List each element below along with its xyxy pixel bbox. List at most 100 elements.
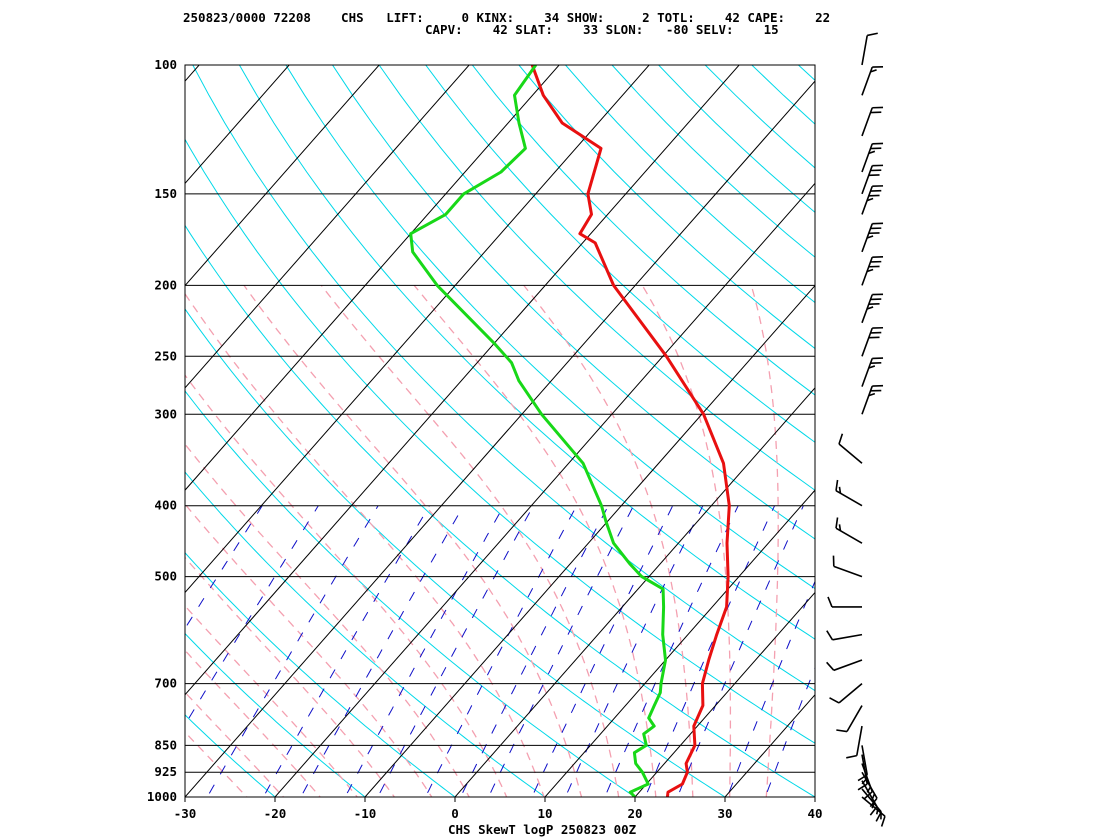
temperature-tick-label: 10 — [537, 806, 552, 821]
temperature-tick-label: -30 — [174, 806, 197, 821]
isotherm — [185, 65, 200, 82]
profiles — [409, 65, 731, 797]
wind-barb-feather — [857, 774, 868, 782]
temperature-tick-label: -20 — [264, 806, 287, 821]
mixing-ratio-line — [300, 505, 464, 797]
wind-barb-feather — [826, 630, 834, 641]
moist-adiabat — [413, 284, 657, 797]
wind-barb-feather — [826, 661, 835, 671]
moist-adiabat — [185, 374, 508, 797]
wind-barb — [861, 357, 884, 387]
wind-barb — [835, 517, 863, 544]
temperature-tick-label: -10 — [354, 806, 377, 821]
wind-barb-feather — [861, 778, 867, 785]
wind-barb-feather — [866, 786, 872, 793]
wind-barb-feather — [868, 365, 876, 369]
wind-barb — [836, 705, 863, 733]
isotherm — [364, 284, 815, 797]
isotherm — [274, 182, 815, 797]
wind-barb-feather — [827, 596, 833, 608]
isotherm — [454, 387, 815, 797]
mixing-ratio-line — [377, 505, 534, 797]
isotherm — [185, 80, 815, 797]
dry-adiabat — [797, 65, 815, 81]
wind-barb-feather — [869, 797, 878, 808]
dry-adiabat — [425, 65, 815, 443]
wind-barb-feather — [871, 793, 876, 801]
wind-barb — [857, 754, 868, 791]
moist-adiabat — [185, 731, 248, 797]
moist-adiabat — [185, 556, 396, 797]
wind-barb — [861, 788, 882, 822]
wind-barb-feather — [838, 524, 842, 531]
wind-barb-feather — [866, 268, 874, 273]
pressure-tick-label: 300 — [154, 406, 177, 421]
temperature-tick-label: 40 — [807, 806, 822, 821]
dry-adiabat — [285, 65, 815, 590]
header-line-1: 250823/0000 72208 CHS LIFT: 0 KINX: 34 S… — [183, 10, 830, 25]
moist-adiabat — [185, 503, 433, 797]
mixing-ratio-line — [185, 505, 263, 630]
temperature-tick-labels: -30 -20 -10 0 10 20 30 40 — [174, 797, 823, 821]
moist-adiabat — [523, 284, 694, 797]
wind-barb-feather — [838, 486, 842, 494]
moist-adiabat — [750, 285, 779, 797]
dry-adiabat — [185, 138, 815, 744]
dry-adiabat — [611, 65, 815, 258]
dry-adiabat — [751, 65, 815, 125]
moist-adiabat — [185, 604, 359, 797]
isotherm — [544, 489, 815, 797]
moist-adiabat — [243, 285, 583, 797]
wind-barb — [861, 384, 884, 415]
temperature-tick-label: 0 — [451, 806, 459, 821]
pressure-tick-label: 850 — [154, 737, 177, 752]
pressure-tick-label: 150 — [154, 186, 177, 201]
pressure-tick-label: 925 — [154, 764, 177, 779]
wind-barb — [861, 256, 884, 286]
wind-barb-feather — [871, 801, 876, 809]
dry-adiabat — [185, 224, 815, 797]
wind-barb — [838, 433, 863, 464]
wind-barb-feather — [863, 791, 873, 800]
dry-adiabat — [518, 65, 815, 350]
wind-barb-staff — [846, 705, 863, 732]
wind-barb-staff — [833, 565, 863, 578]
wind-barb-feather — [829, 697, 840, 704]
dry-adiabat — [331, 65, 815, 540]
wind-barb — [861, 106, 884, 137]
wind-barb-feather — [875, 811, 882, 822]
wind-barb-feather — [868, 150, 876, 155]
dry-adiabat — [185, 632, 366, 797]
moist-adiabats — [185, 284, 779, 797]
wind-barb-feather — [866, 306, 874, 310]
wind-barb — [829, 682, 863, 704]
dry-adiabat — [185, 390, 636, 797]
isotherm — [634, 591, 815, 797]
dewpoint-profile — [409, 65, 667, 797]
temperature-tick-label: 20 — [627, 806, 642, 821]
wind-barb — [857, 745, 868, 782]
wind-barb-feather — [835, 517, 839, 529]
mixing-ratio-line — [644, 505, 776, 797]
moist-adiabat — [185, 691, 285, 797]
isotherm — [185, 65, 560, 491]
isotherm — [185, 65, 470, 389]
temperature-tick-label: 30 — [717, 806, 732, 821]
moist-adiabat — [641, 285, 732, 797]
isotherm — [185, 65, 290, 185]
mixing-ratio-line — [262, 505, 430, 797]
moist-adiabat — [320, 284, 620, 797]
temperature-profile — [530, 65, 731, 797]
mixing-ratio-line — [726, 580, 815, 797]
wind-barb-staff — [861, 745, 868, 776]
wind-barb — [861, 185, 884, 215]
isotherm — [185, 65, 380, 287]
isotherms — [185, 65, 815, 797]
wind-barb-staff — [833, 659, 863, 672]
pressure-tick-label: 250 — [154, 348, 177, 363]
wind-barbs — [826, 32, 886, 827]
wind-barb — [832, 555, 863, 578]
mixing-ratio-line — [487, 505, 634, 797]
wind-barb — [827, 596, 862, 608]
